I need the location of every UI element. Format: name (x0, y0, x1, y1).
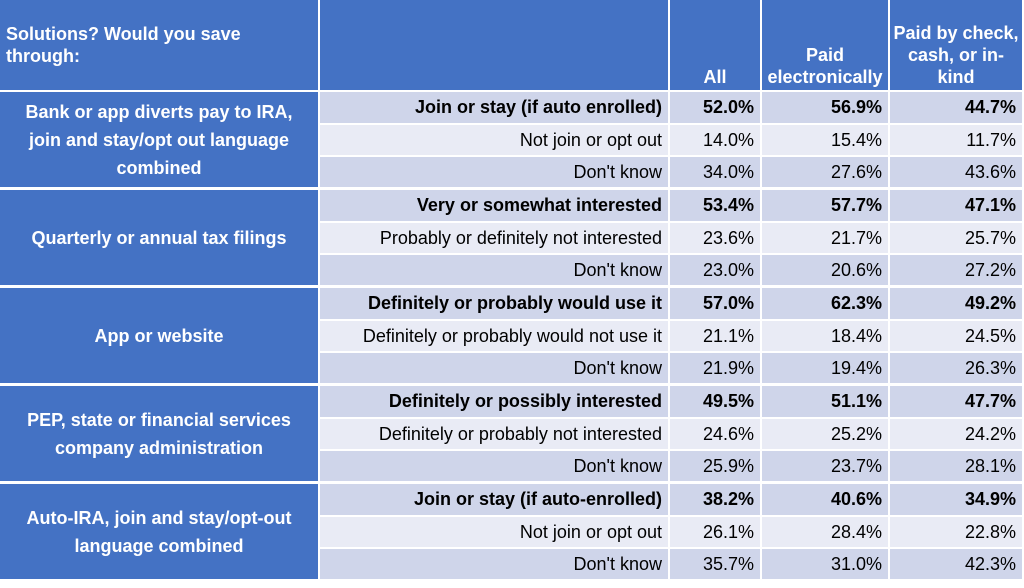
all-cell: 21.1% (670, 321, 762, 353)
all-cell: 49.5% (670, 386, 762, 419)
header-paid-electronically: Paid electronically (762, 0, 890, 92)
response-cell: Don't know (320, 451, 670, 484)
response-cell: Don't know (320, 353, 670, 386)
header-question: Solutions? Would you save through: (0, 0, 320, 92)
response-cell: Don't know (320, 157, 670, 190)
electronic-cell: 40.6% (762, 484, 890, 517)
electronic-cell: 15.4% (762, 125, 890, 157)
check-cell: 25.7% (890, 223, 1024, 255)
check-cell: 49.2% (890, 288, 1024, 321)
all-cell: 53.4% (670, 190, 762, 223)
check-cell: 44.7% (890, 92, 1024, 125)
group-label: Quarterly or annual tax filings (0, 190, 320, 288)
check-cell: 47.1% (890, 190, 1024, 223)
check-cell: 24.2% (890, 419, 1024, 451)
group-label: App or website (0, 288, 320, 386)
all-cell: 34.0% (670, 157, 762, 190)
group-label: Bank or app diverts pay to IRA, join and… (0, 92, 320, 190)
all-cell: 23.6% (670, 223, 762, 255)
electronic-cell: 19.4% (762, 353, 890, 386)
electronic-cell: 51.1% (762, 386, 890, 419)
electronic-cell: 28.4% (762, 517, 890, 549)
response-cell: Don't know (320, 549, 670, 582)
group-label: PEP, state or financial services company… (0, 386, 320, 484)
check-cell: 34.9% (890, 484, 1024, 517)
electronic-cell: 23.7% (762, 451, 890, 484)
all-cell: 52.0% (670, 92, 762, 125)
response-cell: Join or stay (if auto-enrolled) (320, 484, 670, 517)
header-paid-by-check: Paid by check, cash, or in-kind (890, 0, 1024, 92)
check-cell: 22.8% (890, 517, 1024, 549)
check-cell: 24.5% (890, 321, 1024, 353)
header-blank (320, 0, 670, 92)
all-cell: 21.9% (670, 353, 762, 386)
all-cell: 23.0% (670, 255, 762, 288)
check-cell: 43.6% (890, 157, 1024, 190)
all-cell: 35.7% (670, 549, 762, 582)
electronic-cell: 31.0% (762, 549, 890, 582)
response-cell: Definitely or possibly interested (320, 386, 670, 419)
electronic-cell: 25.2% (762, 419, 890, 451)
response-cell: Definitely or probably not interested (320, 419, 670, 451)
all-cell: 38.2% (670, 484, 762, 517)
electronic-cell: 20.6% (762, 255, 890, 288)
check-cell: 11.7% (890, 125, 1024, 157)
all-cell: 57.0% (670, 288, 762, 321)
header-all: All (670, 0, 762, 92)
electronic-cell: 62.3% (762, 288, 890, 321)
check-cell: 42.3% (890, 549, 1024, 582)
all-cell: 14.0% (670, 125, 762, 157)
all-cell: 25.9% (670, 451, 762, 484)
response-cell: Probably or definitely not interested (320, 223, 670, 255)
response-cell: Join or stay (if auto enrolled) (320, 92, 670, 125)
group-label: Auto-IRA, join and stay/opt-out language… (0, 484, 320, 582)
response-cell: Very or somewhat interested (320, 190, 670, 223)
electronic-cell: 21.7% (762, 223, 890, 255)
electronic-cell: 18.4% (762, 321, 890, 353)
check-cell: 47.7% (890, 386, 1024, 419)
check-cell: 27.2% (890, 255, 1024, 288)
electronic-cell: 57.7% (762, 190, 890, 223)
check-cell: 28.1% (890, 451, 1024, 484)
check-cell: 26.3% (890, 353, 1024, 386)
response-cell: Don't know (320, 255, 670, 288)
response-cell: Definitely or probably would use it (320, 288, 670, 321)
response-cell: Definitely or probably would not use it (320, 321, 670, 353)
all-cell: 26.1% (670, 517, 762, 549)
electronic-cell: 56.9% (762, 92, 890, 125)
response-cell: Not join or opt out (320, 517, 670, 549)
electronic-cell: 27.6% (762, 157, 890, 190)
all-cell: 24.6% (670, 419, 762, 451)
response-cell: Not join or opt out (320, 125, 670, 157)
